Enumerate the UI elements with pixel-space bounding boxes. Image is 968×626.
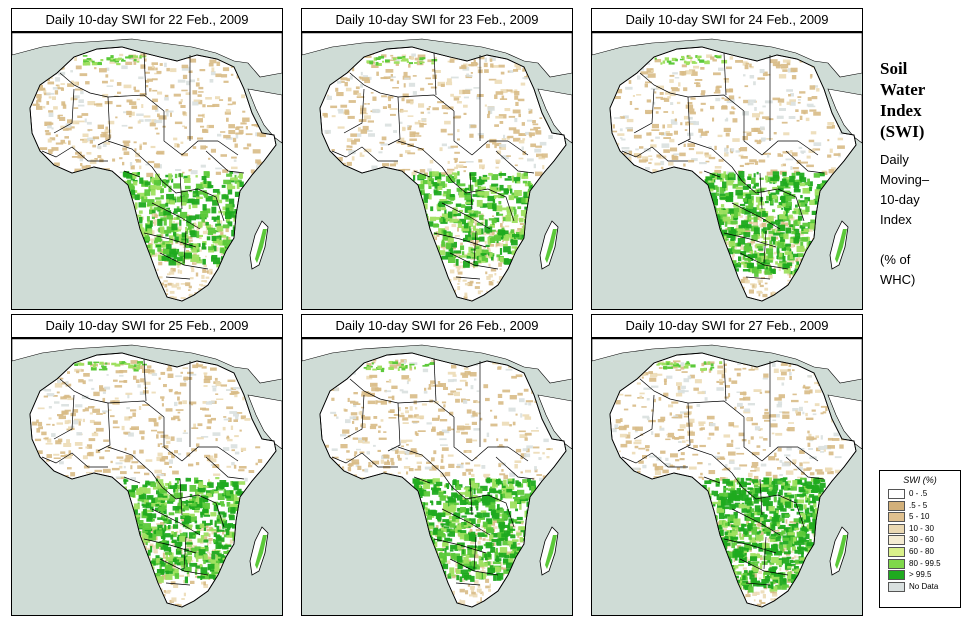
madagascar-wet-strip [255,229,267,263]
legend-title: SWI (%) [903,475,937,485]
coastline [29,46,277,302]
panel-title: Daily 10-day SWI for 25 Feb., 2009 [11,314,283,338]
country-borders [41,52,245,280]
europe-landmass [592,33,862,78]
title-line: Index [880,101,922,120]
legend-label: 60 - 80 [909,546,934,556]
coastline [29,352,277,608]
legend-item: .5 - 5 [888,500,960,512]
desc-line: 10-day [880,192,920,207]
coastline [319,352,567,608]
madagascar-wet-strip [835,229,847,263]
map-svg [12,339,282,615]
africa-map [301,32,573,310]
legend-label: 0 - .5 [909,489,928,498]
legend-swatch [888,523,905,534]
legend: SWI (%) 0 - .5 .5 - 5 5 - 10 10 - 30 30 - 60… [879,470,961,608]
unit-line: WHC) [880,272,916,287]
legend-item: 10 - 30 [888,523,960,535]
africa-map [11,32,283,310]
spacer [880,230,960,250]
legend-item: 5 - 10 [888,511,960,523]
country-borders [331,52,535,280]
panel-title: Daily 10-day SWI for 24 Feb., 2009 [591,8,863,32]
legend-label: No Data [909,581,939,591]
legend-swatch [888,581,905,592]
country-borders [331,358,535,586]
legend-label: 5 - 10 [909,512,930,522]
legend-label: 80 - 99.5 [909,558,941,568]
index-title: Soil Water Index (SWI) [880,58,960,142]
legend-label: 30 - 60 [909,535,934,545]
europe-landmass [302,33,572,78]
title-line: Water [880,80,926,99]
map-svg [592,33,862,309]
europe-landmass [302,339,572,384]
desc-line: Daily [880,152,909,167]
legend-swatch [888,535,905,546]
madagascar-wet-strip [255,535,267,569]
panel-title: Daily 10-day SWI for 27 Feb., 2009 [591,314,863,338]
legend-item: 60 - 80 [888,546,960,558]
legend-swatch [888,558,905,569]
africa-map [301,338,573,616]
coastline [609,352,857,608]
map-svg [302,33,572,309]
panel-title: Daily 10-day SWI for 23 Feb., 2009 [301,8,573,32]
country-borders [621,52,825,280]
madagascar-wet-strip [835,535,847,569]
legend-swatch [888,512,905,523]
madagascar-wet-strip [545,229,557,263]
title-line: Soil [880,59,908,78]
desc-line: Moving– [880,172,930,187]
legend-item: 0 - .5 [888,488,960,500]
legend-item: No Data [888,581,960,593]
index-description: Daily Moving– 10-day Index (% of WHC) [880,150,960,290]
map-svg [592,339,862,615]
legend-swatch [888,546,905,557]
legend-label: > 99.5 [909,570,932,580]
panel-title: Daily 10-day SWI for 26 Feb., 2009 [301,314,573,338]
africa-map [591,32,863,310]
africa-map [11,338,283,616]
map-svg [302,339,572,615]
country-borders [621,358,825,586]
legend-label: .5 - 5 [909,500,928,510]
desc-line: Index [880,212,912,227]
map-svg [12,33,282,309]
legend-item: 30 - 60 [888,534,960,546]
legend-swatch [888,500,905,511]
coastline [319,46,567,302]
unit-line: (% of [880,252,911,267]
europe-landmass [592,339,862,384]
coastline [609,46,857,302]
legend-swatch [888,570,905,581]
legend-label: 10 - 30 [909,523,934,533]
europe-landmass [12,33,282,78]
title-line: (SWI) [880,122,925,141]
panel-title: Daily 10-day SWI for 22 Feb., 2009 [11,8,283,32]
legend-item: 80 - 99.5 [888,558,960,570]
europe-landmass [12,339,282,384]
africa-map [591,338,863,616]
madagascar-wet-strip [545,535,557,569]
legend-item: > 99.5 [888,569,960,581]
legend-swatch [888,489,905,499]
country-borders [41,358,245,586]
